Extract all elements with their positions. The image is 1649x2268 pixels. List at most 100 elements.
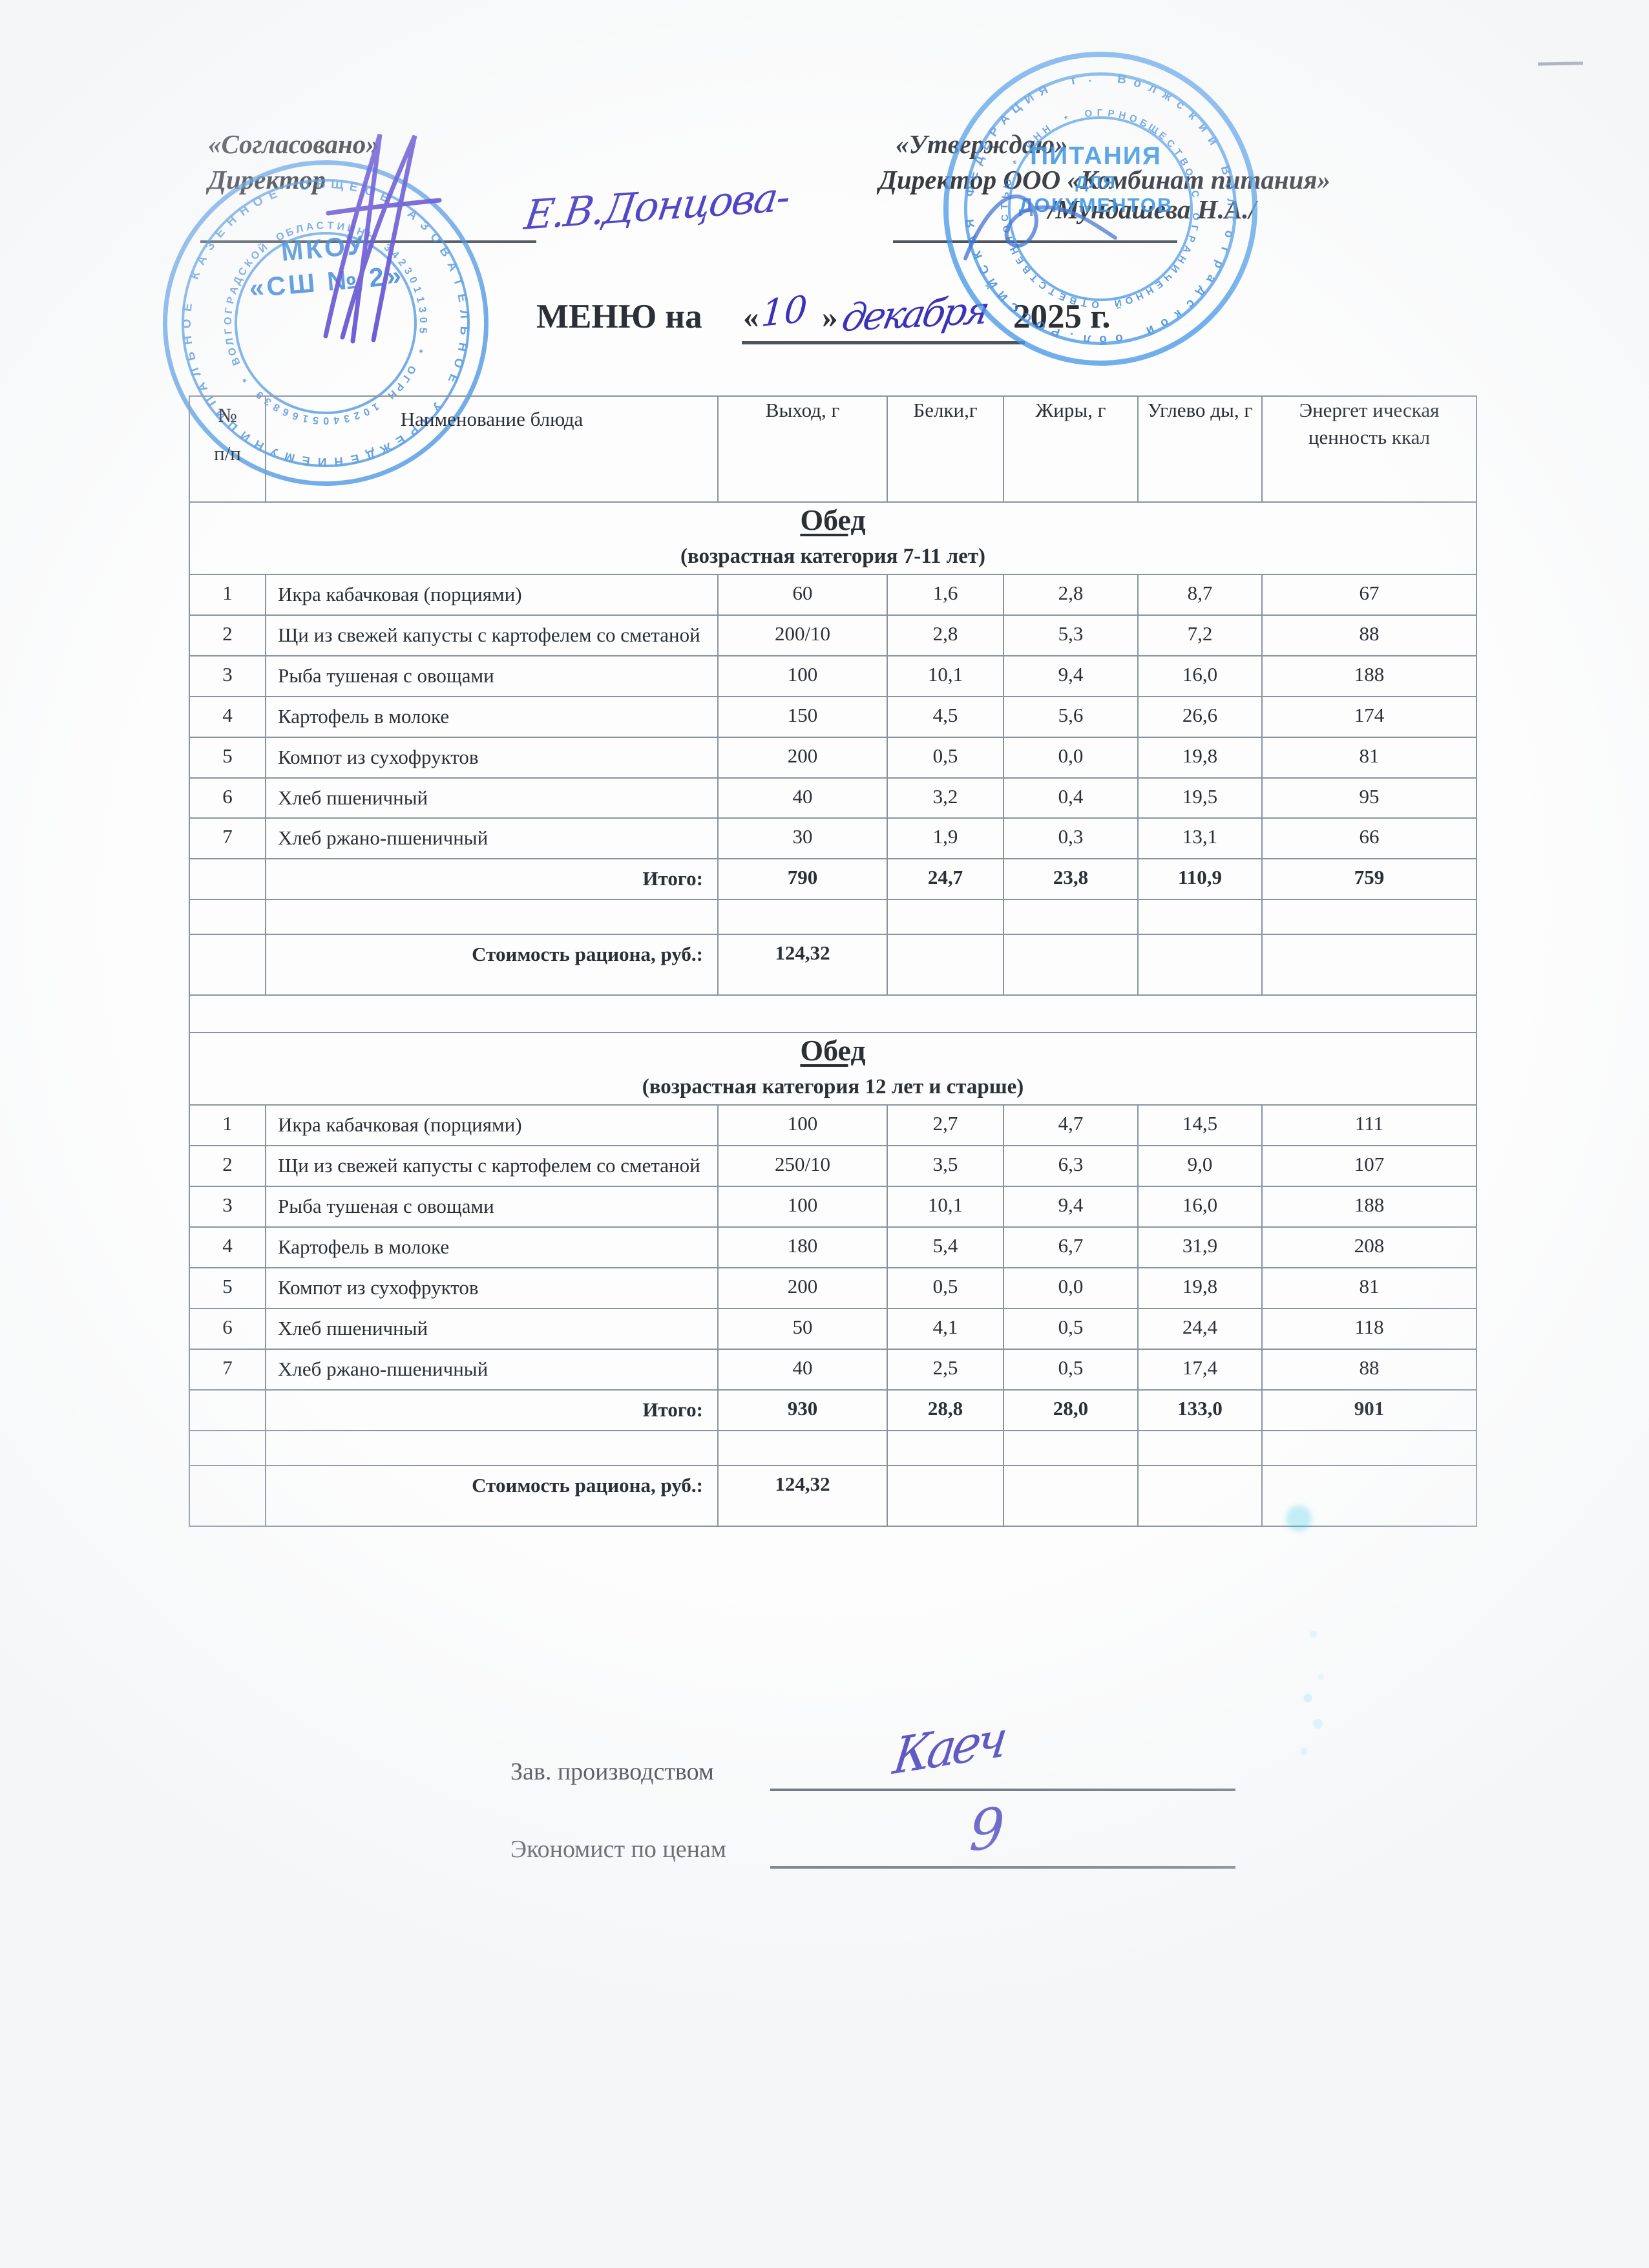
total-protein: 28,8 (887, 1389, 1004, 1431)
cost-label: Стоимость рациона, руб.: (265, 934, 719, 996)
menu-table-wrapper: № п/п Наименование блюда Выход, г Белки,… (189, 395, 1477, 1527)
stamp-ring-char: Н (1175, 253, 1188, 266)
stamp-ring-char: Г (223, 328, 235, 335)
handwritten-signature-production-head: Каеч (890, 1709, 1007, 1786)
cell-carbs: 17,4 (1137, 1348, 1263, 1391)
table-row: 3 Рыба тушеная с овощами 100 10,1 9,4 16,0 188 (189, 1186, 1477, 1228)
company-stamp-line1: ПИТАНИЯ (1030, 142, 1162, 170)
blank-band-cell (1003, 899, 1139, 936)
company-stamp-line2: ДЛЯ (1075, 172, 1117, 192)
stamp-ring-char: Ь (183, 350, 199, 362)
document-header: «Согласовано» Директор Е.В.Донцова- «Утв… (0, 0, 1649, 486)
cell-fat: 0,0 (1003, 736, 1139, 779)
cost-blank-fat (1003, 934, 1139, 996)
stamp-ring-char: А (194, 379, 211, 394)
total-output: 790 (717, 858, 888, 901)
cell-row-number: 7 (189, 1348, 266, 1391)
col-header-protein: Белки,г (887, 395, 1004, 503)
cell-dish-name: Картофель в молоке (265, 695, 719, 738)
cell-energy: 66 (1261, 817, 1477, 860)
cell-row-number: 2 (189, 614, 266, 656)
cell-energy: 188 (1261, 1186, 1477, 1228)
page-title: МЕНЮ на (536, 298, 702, 335)
table-row: 6 Хлеб пшеничный 40 3,2 0,4 19,5 95 (189, 777, 1477, 819)
stamp-ring-char: Ь (457, 326, 472, 336)
stamp-ring-char: О (226, 346, 240, 357)
cell-output: 50 (717, 1307, 888, 1350)
footer-label-production-head: Зав. производством (510, 1758, 714, 1785)
col-header-energy: Энергет ическая ценность ккал (1261, 395, 1477, 503)
cell-carbs: 16,0 (1137, 1186, 1263, 1228)
cell-energy: 95 (1261, 777, 1477, 819)
stamp-ring-char: 3 (416, 306, 428, 313)
stamp-ring-char: Г (399, 373, 412, 384)
stamp-ring-char: * (240, 374, 252, 384)
cell-row-number: 6 (189, 777, 266, 819)
stamp-ring-char: Е (454, 292, 470, 304)
cell-protein: 2,7 (887, 1104, 1004, 1147)
stamp-ring-char: Я (1036, 83, 1051, 100)
stamp-ring-char: Е (445, 372, 461, 385)
cell-output: 100 (717, 1186, 888, 1228)
col-header-number-line1: № (218, 404, 237, 426)
cell-output: 60 (717, 574, 888, 616)
stamp-ring-char: Т (450, 276, 466, 288)
cell-protein: 3,5 (887, 1145, 1004, 1188)
table-row: 2 Щи из свежей капусты с картофелем со см… (189, 614, 1477, 656)
stamp-ring-char: А (1181, 244, 1194, 255)
stamp-ring-char: Г (1097, 107, 1103, 119)
signature-line-right (893, 240, 1177, 243)
cost-blank-carbs (1137, 1464, 1263, 1527)
stamp-ring-char (235, 366, 247, 375)
cell-energy: 174 (1261, 695, 1477, 738)
cell-carbs: 7,2 (1137, 614, 1263, 656)
col-header-fat: Жиры, г (1003, 395, 1139, 503)
section-gap-cell (189, 994, 1477, 1034)
stamp-ring-char: И (1168, 262, 1182, 275)
total-energy: 901 (1261, 1389, 1477, 1431)
cell-output: 200 (717, 736, 888, 779)
approval-role-left: Директор (208, 164, 326, 194)
cell-carbs: 16,0 (1137, 655, 1263, 697)
blank-band-cell (265, 1429, 719, 1466)
cost-blank-protein (887, 1464, 1004, 1527)
stamp-ring-char (1131, 328, 1139, 342)
cell-row-number: 5 (189, 736, 266, 779)
cell-protein: 10,1 (887, 1186, 1004, 1228)
company-stamp-line3: ДОКУМЕНТОВ (1018, 193, 1173, 216)
stamp-ring-char: В (436, 244, 453, 260)
stamp-ring-char: Г (223, 307, 235, 315)
table-row: 6 Хлеб пшеничный 50 4,1 0,5 24,4 118 (189, 1307, 1477, 1350)
cell-energy: 67 (1261, 574, 1477, 616)
table-blank-band-row (189, 1429, 1477, 1466)
cell-row-number: 6 (189, 1307, 266, 1350)
meal-section-subtitle: (возрастная категория 7-11 лет) (680, 545, 986, 568)
col-header-carbs: Углево ды, г (1137, 395, 1263, 503)
stamp-ring-char: * (1062, 113, 1071, 125)
cell-dish-name: Хлеб ржано-пшеничный (265, 1348, 719, 1391)
stamp-ring-char: Р (392, 381, 406, 394)
cell-fat: 0,5 (1003, 1348, 1139, 1391)
table-row: 1 Икра кабачковая (порциями) 100 2,7 4,7 14,5… (189, 1104, 1477, 1147)
total-row-number (189, 1389, 266, 1431)
stamp-ring-char: г (1217, 245, 1232, 255)
cell-protein: 4,5 (887, 695, 1004, 738)
table-row: 7 Хлеб ржано-пшеничный 40 2,5 0,5 17,4 88 (189, 1348, 1477, 1391)
blank-band-cell (1261, 1429, 1477, 1466)
cell-carbs: 8,7 (1137, 574, 1263, 616)
cell-output: 100 (717, 655, 888, 697)
stamp-ring-char: 0 (417, 317, 429, 324)
stamp-ring-char: И (1022, 90, 1037, 107)
table-total-row: Итого: 790 24,7 23,8 110,9 759 (189, 858, 1477, 901)
total-carbs: 110,9 (1137, 858, 1263, 901)
cell-dish-name: Компот из сухофруктов (265, 736, 719, 779)
stamp-ring-char (1055, 78, 1062, 93)
cell-carbs: 19,5 (1137, 777, 1263, 819)
cell-row-number: 3 (189, 1186, 266, 1228)
stamp-ring-char: Е (1153, 278, 1165, 291)
stamp-ring-char: д (1193, 284, 1210, 299)
cell-carbs: 9,0 (1137, 1145, 1263, 1188)
cell-dish-name: Рыба тушеная с овощами (265, 655, 719, 697)
total-fat: 28,0 (1003, 1389, 1139, 1431)
menu-year: 2025 г. (1013, 298, 1111, 335)
